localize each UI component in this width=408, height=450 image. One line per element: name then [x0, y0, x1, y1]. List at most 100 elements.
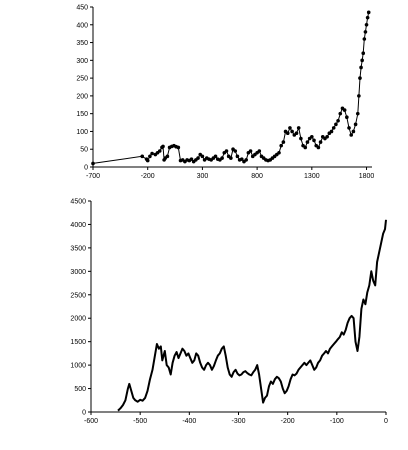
chart-1-data-point — [148, 154, 152, 159]
chart-1-data-point — [229, 156, 233, 160]
chart-2-y-tick-label: 3000 — [70, 269, 86, 276]
chart-1-data-point — [279, 143, 283, 148]
chart-1-x-tick-label: -700 — [86, 173, 100, 180]
chart-1-data-point — [310, 134, 314, 139]
chart-1-series-line — [92, 12, 370, 164]
chart-1-data-point — [329, 129, 334, 134]
chart-1-data-point — [359, 65, 363, 70]
chart-1-data-point — [299, 136, 303, 141]
chart-2-series — [117, 219, 387, 412]
chart-1-data-point — [91, 161, 95, 166]
chart-1-x-tick-label: -200 — [141, 173, 155, 180]
chart-1-data-point — [288, 126, 292, 130]
chart-1-data-point — [365, 15, 370, 20]
chart-2-y-tick-label: 0 — [82, 410, 86, 417]
chart-1-data-point — [220, 156, 224, 160]
chart-2-x-tick-label: -400 — [182, 418, 196, 425]
chart-2-y-ticks: 0 500 1000 1500 2000 2500 3000 3500 4000 4500 — [70, 199, 91, 417]
chart-2: 0 500 1000 1500 2000 2500 3000 3500 4000 4500 -60… — [70, 199, 388, 426]
chart-1-y-tick-label: 450 — [76, 5, 88, 12]
chart-1-data-point — [294, 131, 299, 136]
chart-1-data-point — [336, 118, 340, 123]
chart-1-y-tick-label: 400 — [76, 22, 88, 29]
chart-1-y-tick-label: 300 — [76, 58, 88, 65]
chart-1-x-tick-label: 1800 — [359, 173, 375, 180]
chart-1-data-point — [318, 140, 323, 144]
chart-1-y-tick-label: 100 — [76, 129, 88, 136]
chart-1-data-point — [312, 138, 316, 143]
chart-1-data-point — [331, 126, 336, 130]
chart-1-data-point — [355, 111, 360, 116]
chart-1-data-point — [349, 133, 354, 137]
chart-1-data-point — [157, 149, 162, 153]
chart-1-data-point — [248, 149, 253, 153]
chart-1-data-point — [290, 129, 294, 134]
chart-1-data-point — [196, 156, 200, 160]
chart-1-data-point — [366, 10, 371, 15]
chart-2-y-tick-label: 4500 — [70, 199, 86, 206]
chart-1-data-point — [334, 122, 338, 127]
chart-2-x-tick-label: -600 — [84, 418, 98, 425]
chart-2-y-tick-label: 1000 — [70, 363, 86, 370]
chart-2-y-tick-label: 500 — [74, 386, 86, 393]
chart-1-data-point — [316, 145, 321, 150]
chart-1-data-point — [303, 145, 308, 150]
chart-1-data-point — [363, 30, 368, 34]
chart-1-data-point — [224, 149, 229, 153]
chart-1-data-point — [140, 154, 145, 159]
chart-1-data-point — [161, 144, 165, 149]
chart-2-x-ticks: -600 -500 -400 -300 -200 -100 0 — [84, 412, 388, 425]
chart-1-data-point — [353, 122, 358, 127]
chart-1-data-point — [351, 129, 356, 134]
chart-1-data-point — [342, 108, 347, 112]
chart-1-data-point — [285, 131, 290, 136]
chart-1-data-point — [200, 154, 205, 159]
chart-2-y-tick-label: 2000 — [70, 316, 86, 323]
chart-2-y-tick-label: 4000 — [70, 222, 86, 229]
chart-1-data-point — [150, 151, 154, 156]
chart-1-y-tick-label: 50 — [80, 147, 88, 154]
chart-1-data-point — [240, 157, 244, 161]
chart-1-data-point — [362, 37, 367, 41]
chart-1-y-ticks: 0 50 100 150 200 250 300 350 400 450 — [76, 5, 93, 172]
chart-2-x-tick-label: 0 — [384, 418, 388, 425]
chart-1-x-tick-label: 1300 — [304, 173, 320, 180]
chart-1-data-point — [281, 140, 286, 144]
chart-1-x-tick-label: 800 — [251, 173, 263, 180]
chart-1-data-point — [305, 140, 310, 144]
chart-1-data-point — [357, 94, 361, 98]
chart-2-x-tick-label: -200 — [281, 418, 295, 425]
chart-1-data-point — [213, 154, 218, 159]
chart-1-data-point — [364, 22, 369, 27]
chart-1-x-ticks: -700 -200 300 800 1300 1800 — [86, 167, 374, 180]
chart-1-data-point — [338, 111, 343, 116]
chart-2-x-tick-label: -500 — [133, 418, 147, 425]
chart-1-x-tick-label: 300 — [197, 173, 209, 180]
chart-1-data-point — [361, 51, 366, 56]
chart-1-y-tick-label: 250 — [76, 76, 88, 83]
chart-2-y-tick-label: 3500 — [70, 245, 86, 252]
chart-1-data-point — [244, 158, 248, 162]
chart-1-data-point — [296, 126, 301, 130]
chart-1-data-point — [189, 157, 194, 161]
chart-1-data-point — [360, 58, 364, 63]
chart-1-data-point — [257, 149, 262, 153]
chart-1-data-point — [277, 150, 281, 155]
chart-1-data-point — [358, 76, 362, 80]
chart-2-x-tick-label: -100 — [330, 418, 344, 425]
chart-1-data-point — [176, 145, 181, 150]
chart-1-data-point — [145, 158, 150, 163]
chart-1-y-tick-label: 350 — [76, 40, 88, 47]
chart-1-data-point — [345, 115, 349, 120]
chart-2-x-tick-label: -300 — [231, 418, 245, 425]
chart-2-series-line — [117, 219, 387, 412]
chart-1-data-point — [325, 134, 329, 139]
chart-1-data-point — [165, 154, 170, 159]
chart-1-y-tick-label: 200 — [76, 93, 88, 100]
chart-1-series — [91, 10, 371, 166]
chart-2-y-tick-label: 1500 — [70, 339, 86, 346]
chart-1: 0 50 100 150 200 250 300 350 400 450 -700 -200 300 8… — [76, 5, 374, 181]
chart-1-data-point — [235, 154, 240, 159]
chart-2-y-tick-label: 2500 — [70, 292, 86, 299]
